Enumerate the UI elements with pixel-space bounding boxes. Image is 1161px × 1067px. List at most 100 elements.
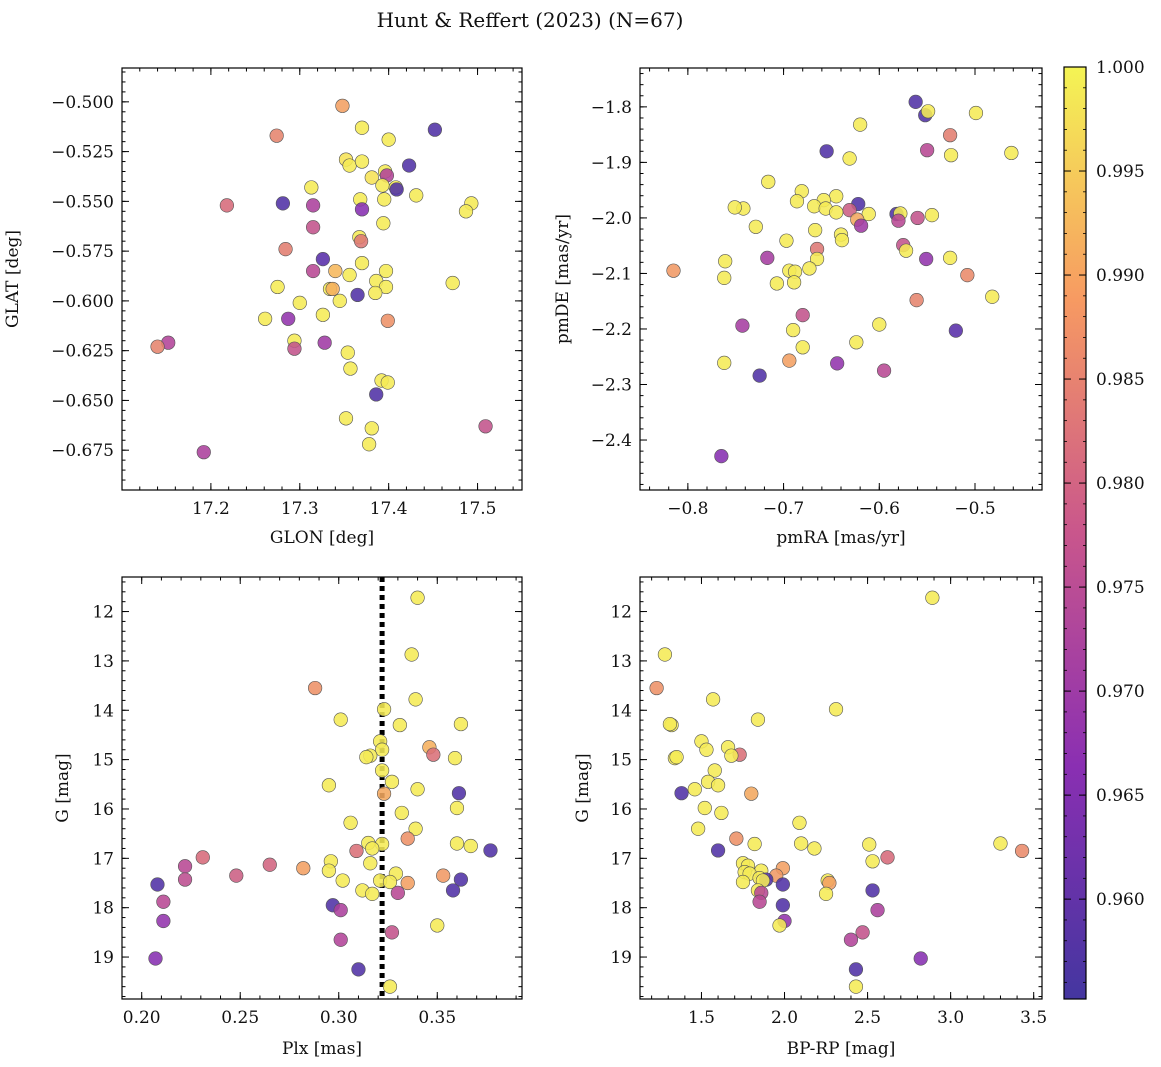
data-point: [779, 233, 794, 248]
data-point: [458, 204, 474, 219]
data-point: [304, 180, 319, 195]
data-point: [177, 872, 193, 887]
data-point: [343, 361, 358, 376]
data-point: [735, 318, 750, 333]
data-point: [400, 875, 415, 891]
data-point: [478, 419, 493, 434]
data-point: [378, 263, 394, 279]
data-point: [354, 202, 370, 217]
data-point: [343, 815, 358, 830]
xtick-label: 17.3: [281, 499, 319, 519]
data-point: [382, 979, 398, 994]
data-point: [744, 786, 759, 801]
data-point: [747, 836, 762, 852]
axes-frame: [639, 576, 1043, 1000]
data-point: [789, 194, 805, 209]
data-point: [717, 270, 732, 285]
xtick-label: 1.5: [688, 1008, 715, 1028]
ytick-label: 16: [92, 800, 114, 820]
x-axis-label: pmRA [mas/yr]: [776, 528, 905, 548]
data-point: [829, 189, 844, 204]
data-point: [919, 251, 934, 267]
data-point: [687, 782, 702, 797]
data-point: [849, 335, 864, 350]
xtick-label: 17.2: [192, 499, 230, 519]
ytick-label: −0.600: [51, 292, 114, 312]
data-point: [436, 868, 451, 883]
data-point: [924, 208, 940, 223]
x-axis-label: Plx [mas]: [282, 1039, 362, 1059]
data-point: [727, 200, 742, 215]
data-point: [321, 778, 336, 793]
colorbar-tick-label: 0.990: [1096, 266, 1145, 286]
data-point: [359, 750, 374, 765]
axes-frame: [121, 576, 523, 1000]
data-point: [795, 340, 810, 355]
data-point: [384, 774, 400, 789]
data-point: [380, 375, 395, 390]
xtick-label: 17.5: [459, 499, 497, 519]
data-point: [876, 363, 892, 378]
xtick-label: 2.5: [854, 1008, 881, 1028]
points-pos: [150, 98, 493, 460]
ytick-label: 18: [610, 899, 632, 919]
data-point: [363, 856, 378, 871]
data-point: [451, 786, 467, 801]
data-point: [772, 918, 787, 933]
ytick-label: 13: [92, 652, 114, 672]
ytick-label: −0.525: [51, 143, 114, 163]
ytick-label: −2.0: [591, 209, 632, 229]
data-point: [445, 275, 460, 291]
data-point: [795, 307, 810, 323]
data-point: [306, 198, 321, 213]
data-point: [848, 979, 864, 994]
data-point: [985, 289, 1000, 304]
figure-title: Hunt & Reffert (2023) (N=67): [377, 8, 684, 32]
data-point: [150, 877, 165, 892]
data-point: [699, 742, 714, 757]
ytick-label: 14: [92, 701, 114, 721]
data-point: [195, 850, 210, 865]
data-point: [427, 122, 442, 137]
data-point: [287, 341, 302, 356]
data-point: [786, 322, 801, 338]
data-point: [410, 590, 425, 605]
panel-pm: −0.8 −0.7 −0.6 −0.5 −1.8 −1.9 −2.0 −2.1 −2.2 −2.3…: [553, 67, 1043, 548]
ytick-label: 13: [610, 652, 632, 672]
data-point: [818, 886, 834, 901]
data-point: [943, 128, 958, 143]
data-point: [925, 590, 940, 605]
data-point: [453, 716, 469, 732]
data-point: [792, 815, 807, 830]
data-point: [156, 913, 171, 929]
data-point: [848, 962, 864, 977]
data-point: [374, 742, 390, 757]
data-point: [362, 437, 377, 452]
data-point: [463, 838, 478, 854]
data-point: [335, 873, 350, 888]
ytick-label: −0.575: [51, 242, 114, 262]
data-point: [296, 861, 311, 876]
xtick-label: −0.5: [954, 499, 995, 519]
data-point: [710, 843, 726, 858]
ytick-label: 17: [92, 849, 114, 869]
data-point: [714, 805, 729, 821]
xtick-label: 0.35: [418, 1008, 456, 1028]
ticks-pm: [640, 68, 1042, 490]
data-point: [269, 128, 284, 143]
data-point: [354, 154, 370, 169]
data-point: [724, 748, 739, 763]
ytick-label: −0.625: [51, 342, 114, 362]
data-point: [308, 680, 323, 696]
data-point: [219, 198, 234, 213]
xtick-label: 3.5: [1020, 1008, 1047, 1028]
data-point: [292, 295, 307, 310]
data-point: [834, 233, 850, 248]
data-point: [705, 692, 721, 707]
data-point: [714, 449, 729, 464]
data-point: [752, 894, 767, 909]
ytick-label: 14: [610, 701, 632, 721]
data-point: [707, 763, 722, 778]
data-point: [760, 250, 775, 265]
data-point: [408, 692, 423, 707]
